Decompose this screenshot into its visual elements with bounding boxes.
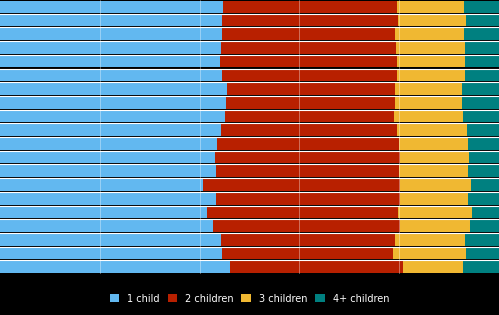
Bar — [0, 261, 230, 273]
Bar — [396, 42, 465, 54]
Bar — [400, 193, 468, 204]
Bar — [464, 28, 499, 40]
Bar — [216, 193, 400, 204]
Bar — [468, 165, 499, 177]
Bar — [216, 165, 399, 177]
Bar — [394, 111, 463, 122]
Bar — [397, 56, 465, 67]
Bar — [0, 165, 216, 177]
Bar — [463, 261, 499, 273]
Bar — [207, 207, 398, 218]
Bar — [463, 111, 499, 122]
Bar — [399, 165, 468, 177]
Bar — [222, 70, 397, 81]
Bar — [393, 248, 466, 259]
Bar — [397, 1, 464, 13]
Bar — [470, 220, 499, 232]
Bar — [221, 42, 396, 54]
Bar — [225, 111, 394, 122]
Bar — [472, 207, 499, 218]
Bar — [0, 124, 221, 136]
Bar — [221, 234, 395, 246]
Bar — [222, 248, 393, 259]
Bar — [467, 124, 499, 136]
Bar — [0, 42, 221, 54]
Bar — [395, 97, 462, 109]
Bar — [0, 111, 225, 122]
Bar — [0, 220, 213, 232]
Bar — [466, 248, 499, 259]
Bar — [395, 234, 465, 246]
Bar — [399, 138, 468, 150]
Bar — [466, 15, 499, 26]
Bar — [0, 15, 222, 26]
Bar — [221, 124, 397, 136]
Bar — [0, 179, 203, 191]
Bar — [464, 1, 499, 13]
Bar — [468, 138, 499, 150]
Bar — [400, 179, 471, 191]
Bar — [220, 56, 397, 67]
Bar — [217, 138, 399, 150]
Bar — [471, 179, 499, 191]
Bar — [465, 42, 499, 54]
Bar — [398, 15, 466, 26]
Bar — [0, 234, 221, 246]
Bar — [222, 15, 398, 26]
Legend: 1 child, 2 children, 3 children, 4+ children: 1 child, 2 children, 3 children, 4+ chil… — [106, 290, 393, 308]
Bar — [403, 261, 463, 273]
Bar — [213, 220, 400, 232]
Bar — [462, 83, 499, 95]
Bar — [0, 193, 216, 204]
Bar — [0, 207, 207, 218]
Bar — [400, 220, 470, 232]
Bar — [230, 261, 403, 273]
Bar — [0, 56, 220, 67]
Bar — [0, 28, 222, 40]
Bar — [462, 97, 499, 109]
Bar — [465, 234, 499, 246]
Bar — [203, 179, 400, 191]
Bar — [0, 1, 223, 13]
Bar — [0, 248, 222, 259]
Bar — [398, 207, 472, 218]
Bar — [0, 70, 222, 81]
Bar — [222, 28, 395, 40]
Bar — [397, 124, 467, 136]
Bar — [223, 1, 397, 13]
Bar — [469, 152, 499, 163]
Bar — [0, 138, 217, 150]
Bar — [465, 70, 499, 81]
Bar — [400, 152, 469, 163]
Bar — [0, 83, 227, 95]
Bar — [0, 97, 226, 109]
Bar — [468, 193, 499, 204]
Bar — [0, 152, 215, 163]
Bar — [215, 152, 400, 163]
Bar — [227, 83, 395, 95]
Bar — [465, 56, 499, 67]
Bar — [395, 83, 462, 95]
Bar — [397, 70, 465, 81]
Bar — [395, 28, 464, 40]
Bar — [226, 97, 395, 109]
